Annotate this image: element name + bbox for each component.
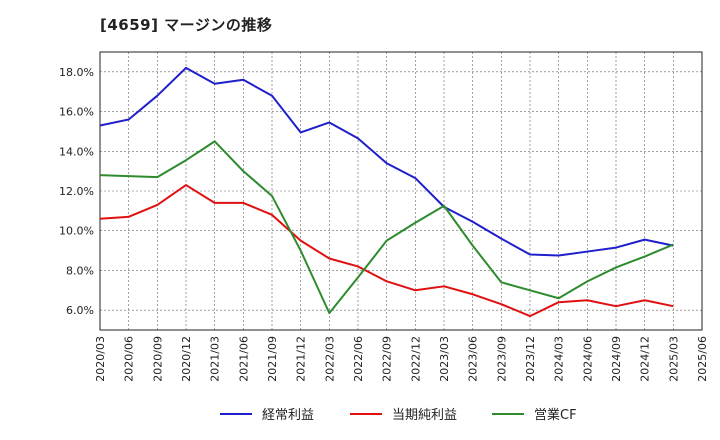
x-tick-label: 2023/09	[495, 336, 508, 382]
x-tick-label: 2020/12	[180, 336, 193, 382]
x-tick-label: 2021/06	[237, 336, 250, 382]
x-tick-label: 2023/03	[438, 336, 451, 382]
y-tick-label: 18.0%	[59, 66, 94, 79]
x-tick-label: 2022/09	[381, 336, 394, 382]
y-tick-label: 6.0%	[66, 304, 94, 317]
series-line	[99, 140, 674, 315]
y-tick-label: 12.0%	[59, 185, 94, 198]
x-tick-label: 2022/12	[409, 336, 422, 382]
x-tick-label: 2025/06	[696, 336, 709, 382]
series-line	[99, 184, 674, 318]
y-tick-label: 8.0%	[66, 264, 94, 277]
x-tick-label: 2021/03	[209, 336, 222, 382]
x-tick-label: 2023/06	[467, 336, 480, 382]
series-line	[99, 66, 674, 257]
y-tick-label: 10.0%	[59, 225, 94, 238]
x-tick-label: 2024/12	[639, 336, 652, 382]
x-tick-label: 2024/06	[581, 336, 594, 382]
x-tick-label: 2025/03	[667, 336, 680, 382]
x-tick-label: 2023/12	[524, 336, 537, 382]
x-tick-label: 2022/06	[352, 336, 365, 382]
x-tick-label: 2022/03	[323, 336, 336, 382]
legend-label: 当期純利益	[392, 408, 457, 423]
x-tick-label: 2024/09	[610, 336, 623, 382]
x-tick-label: 2021/09	[266, 336, 279, 382]
x-tick-label: 2021/12	[295, 336, 308, 382]
y-tick-label: 16.0%	[59, 106, 94, 119]
x-tick-label: 2024/03	[553, 336, 566, 382]
legend-label: 経常利益	[262, 408, 314, 423]
plot-frame	[99, 51, 703, 331]
x-tick-label: 2020/06	[123, 336, 136, 382]
x-tick-label: 2020/03	[94, 336, 107, 382]
legend-label: 営業CF	[534, 407, 577, 423]
x-tick-label: 2020/09	[151, 336, 164, 382]
chart-title: [4659] マージンの推移	[100, 16, 273, 34]
y-tick-label: 14.0%	[59, 145, 94, 158]
